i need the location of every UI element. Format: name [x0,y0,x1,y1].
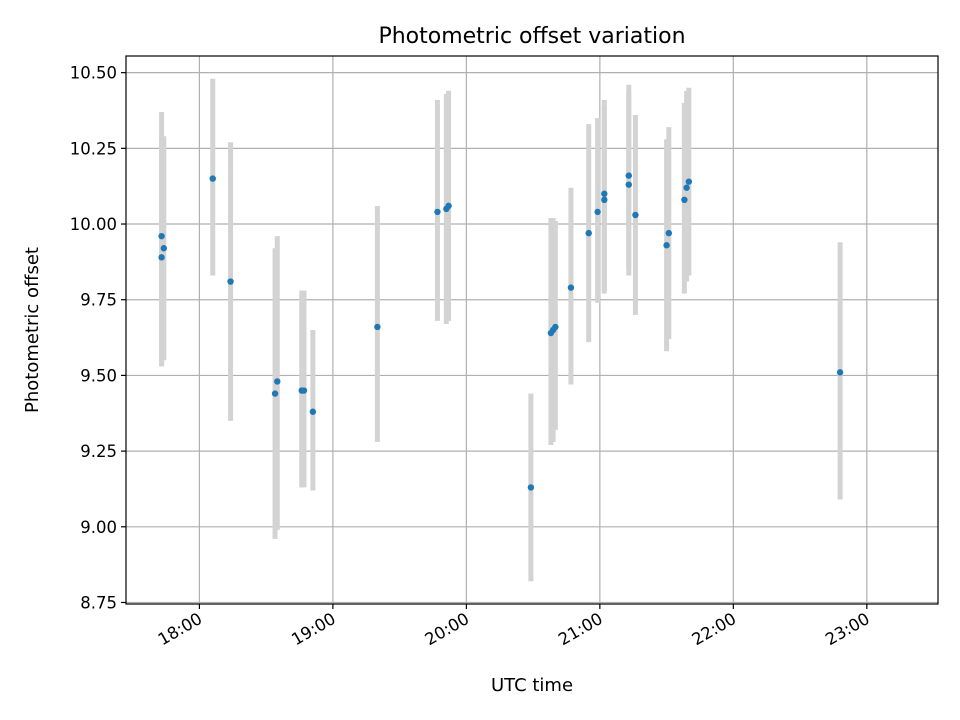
data-point [567,284,575,291]
data-point [445,202,452,210]
y-tick-label: 8.75 [80,593,117,612]
data-point [836,369,844,376]
data-point [227,278,234,285]
y-axis-label: Photometric offset [22,247,43,413]
chart-title: Photometric offset variation [378,24,685,49]
data-point [601,196,608,204]
data-point [632,211,639,219]
data-point [585,229,592,237]
data-point [374,323,381,331]
y-tick-label: 10.50 [70,64,117,83]
y-tick-label: 10.00 [70,215,117,234]
data-point [209,175,216,182]
data-point [271,390,279,397]
data-point [685,178,693,185]
data-point [527,484,535,491]
data-point [683,184,690,191]
y-tick-label: 9.50 [80,366,117,385]
data-point [300,387,308,394]
data-point [601,190,608,197]
plot-frame [125,55,939,605]
data-point [274,378,281,385]
y-tick-label: 9.00 [80,518,117,537]
x-axis-label: UTC time [491,675,573,696]
data-point [665,229,673,237]
data-point [158,232,165,240]
data-point [663,242,670,249]
data-point [681,196,688,204]
data-point [625,172,632,179]
data-points [158,172,844,491]
data-point [552,323,559,331]
data-point [309,408,317,415]
data-point [594,208,601,216]
y-tick-label: 10.25 [70,139,117,158]
y-tick-label: 9.75 [80,291,117,310]
data-point [434,208,441,216]
y-tick-label: 9.25 [80,442,117,461]
data-point [625,181,632,188]
data-point [158,254,165,261]
data-point [160,245,168,252]
